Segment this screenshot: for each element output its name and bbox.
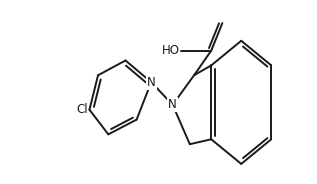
Text: HO: HO <box>162 44 180 57</box>
Text: Cl: Cl <box>76 103 88 116</box>
Text: N: N <box>168 98 177 111</box>
Text: N: N <box>147 76 156 89</box>
